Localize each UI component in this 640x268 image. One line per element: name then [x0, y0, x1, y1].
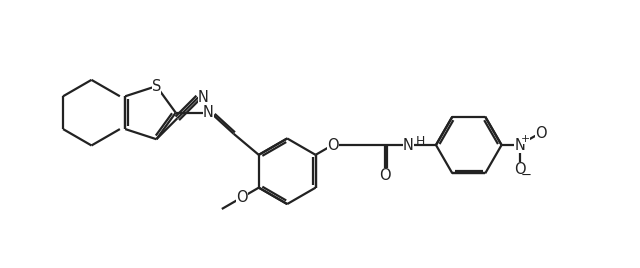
Text: S: S — [152, 79, 161, 94]
Text: O: O — [327, 137, 339, 152]
Text: N: N — [203, 105, 214, 120]
Text: O: O — [380, 168, 391, 183]
Text: −: − — [521, 169, 532, 182]
Text: O: O — [236, 190, 248, 205]
Text: N: N — [198, 90, 209, 105]
Text: N: N — [403, 137, 413, 152]
Text: O: O — [535, 126, 547, 141]
Text: H: H — [415, 135, 425, 148]
Text: +: + — [521, 134, 530, 144]
Text: N: N — [514, 137, 525, 152]
Text: O: O — [514, 162, 525, 177]
